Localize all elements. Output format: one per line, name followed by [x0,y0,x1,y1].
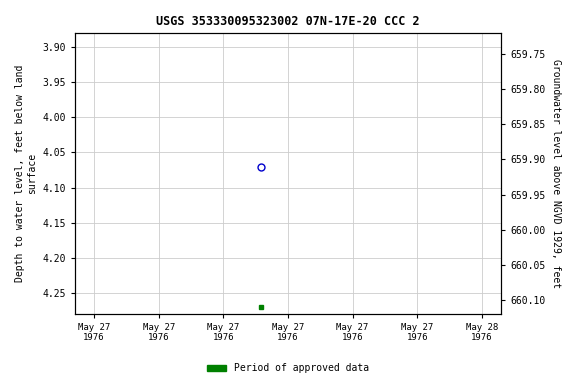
Y-axis label: Groundwater level above NGVD 1929, feet: Groundwater level above NGVD 1929, feet [551,59,561,288]
Y-axis label: Depth to water level, feet below land
surface: Depth to water level, feet below land su… [15,65,37,282]
Legend: Period of approved data: Period of approved data [203,359,373,377]
Title: USGS 353330095323002 07N-17E-20 CCC 2: USGS 353330095323002 07N-17E-20 CCC 2 [156,15,420,28]
